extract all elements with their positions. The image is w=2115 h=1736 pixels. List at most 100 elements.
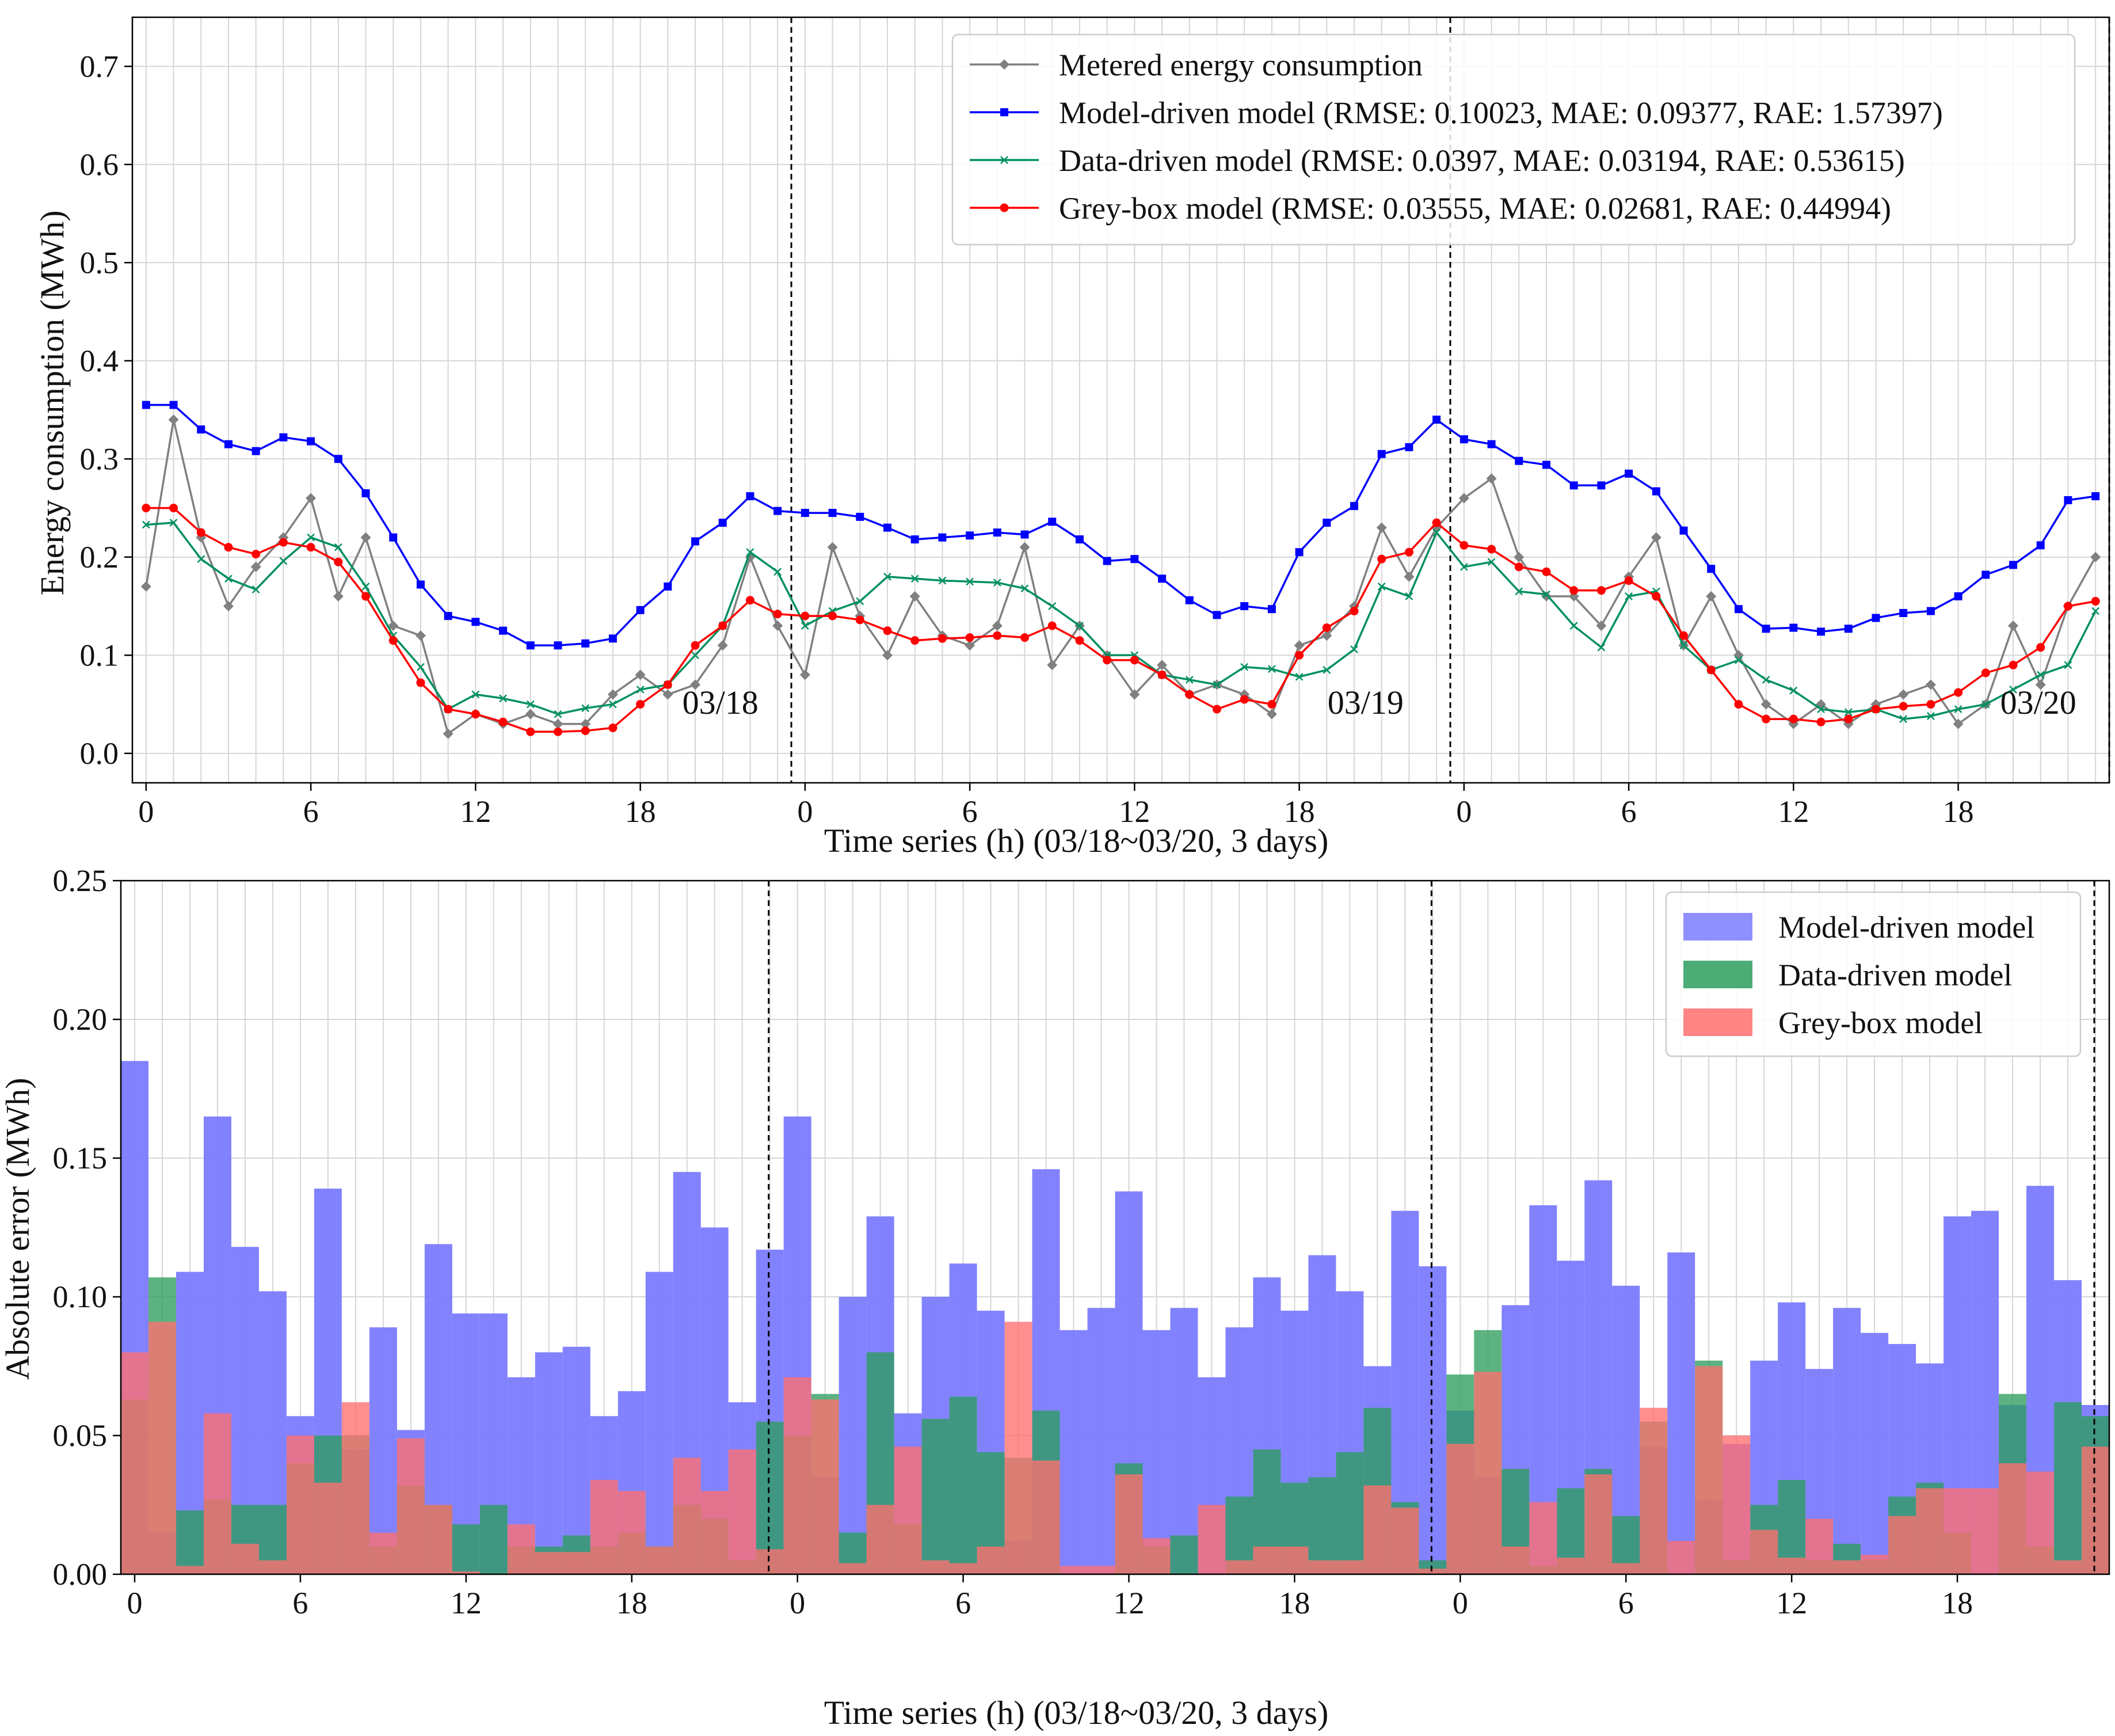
point-marker — [909, 591, 920, 602]
bar — [148, 1322, 176, 1574]
point-marker — [443, 728, 454, 739]
point-marker — [1295, 650, 1304, 660]
point-marker — [1185, 676, 1194, 684]
plot-frame — [120, 880, 2110, 1575]
point-marker — [910, 574, 919, 583]
y-tick-label: 0.10 — [53, 1280, 108, 1314]
point-marker — [1000, 203, 1009, 212]
point-marker — [1597, 481, 1606, 490]
point-marker — [526, 641, 535, 650]
point-marker — [526, 700, 535, 709]
x-tick-label: 18 — [1943, 794, 1974, 829]
point-marker — [471, 690, 480, 699]
point-marker — [662, 689, 673, 700]
point-marker — [1926, 700, 1935, 709]
point-marker — [2009, 686, 2017, 694]
point-marker — [1000, 108, 1008, 116]
point-marker — [607, 689, 618, 700]
bar — [645, 1546, 673, 1574]
x-tick-label: 6 — [303, 794, 319, 829]
point-marker — [2091, 492, 2100, 501]
point-marker — [1020, 633, 1030, 642]
series-line — [145, 419, 2097, 736]
y-tick-label: 0.4 — [80, 344, 119, 378]
bar — [341, 1402, 369, 1574]
point-marker — [1267, 700, 1276, 709]
point-marker — [1789, 623, 1798, 632]
point-marker — [334, 543, 342, 551]
x-tick-label: 18 — [1942, 1586, 1973, 1620]
point-marker — [856, 597, 864, 606]
point-marker — [1515, 587, 1523, 596]
bar — [1612, 1563, 1640, 1574]
point-marker — [1213, 611, 1221, 619]
point-marker — [2091, 597, 2100, 606]
point-marker — [1954, 592, 1962, 601]
y-tick-label: 0.6 — [80, 147, 119, 182]
point-marker — [745, 596, 754, 605]
point-marker — [1871, 705, 1880, 714]
bar — [1833, 1308, 1861, 1574]
y-tick-labels: 0.00 0.05 0.10 0.15 0.20 0.25 — [53, 863, 108, 1592]
point-marker — [966, 577, 974, 586]
x-tick-label: 6 — [1618, 1586, 1634, 1620]
bar-series-2 — [121, 1322, 2109, 1574]
bar — [1419, 1266, 1447, 1574]
point-marker — [938, 533, 947, 542]
point-marker — [142, 401, 150, 409]
point-marker — [224, 543, 233, 552]
bar — [369, 1532, 397, 1574]
bar — [921, 1419, 950, 1574]
point-marker — [1323, 666, 1331, 674]
point-marker — [1295, 548, 1304, 557]
point-marker — [1130, 656, 1139, 665]
point-marker — [992, 620, 1003, 631]
point-marker — [2036, 643, 2045, 652]
bar — [1170, 1535, 1198, 1574]
point-marker — [801, 622, 809, 630]
point-marker — [801, 509, 809, 517]
point-marker — [1596, 620, 1607, 631]
point-marker — [1625, 592, 1633, 600]
bar — [1502, 1546, 1530, 1574]
point-marker — [1048, 602, 1057, 610]
point-marker — [1652, 487, 1660, 496]
bar — [839, 1297, 867, 1574]
bar — [590, 1480, 618, 1574]
point-marker — [773, 610, 782, 619]
point-marker — [2035, 679, 2046, 690]
point-marker — [2063, 601, 2072, 611]
bar — [1336, 1452, 1364, 1574]
point-marker — [471, 710, 480, 719]
point-marker — [2036, 671, 2045, 679]
point-marker — [718, 519, 727, 527]
bar — [452, 1524, 480, 1574]
point-marker — [1953, 718, 1964, 729]
bar — [756, 1421, 784, 1574]
point-marker — [1762, 676, 1770, 684]
point-marker — [307, 533, 315, 542]
bar — [176, 1510, 204, 1574]
x-tick-label: 0 — [127, 1586, 142, 1620]
point-marker — [938, 634, 947, 643]
point-marker — [1514, 562, 1523, 572]
bar — [535, 1552, 563, 1574]
point-marker — [224, 440, 233, 448]
point-marker — [966, 531, 974, 540]
point-marker — [690, 679, 701, 690]
point-marker — [1075, 535, 1084, 544]
bar — [231, 1543, 259, 1574]
bar — [1308, 1477, 1336, 1574]
point-marker — [965, 633, 974, 642]
x-tick-label: 6 — [962, 794, 978, 829]
bar — [535, 1352, 563, 1574]
point-marker — [1762, 714, 1771, 724]
legend-box — [951, 33, 2076, 246]
point-marker — [883, 573, 891, 581]
bar — [1087, 1566, 1115, 1574]
point-marker — [1597, 643, 1606, 652]
bar — [452, 1571, 480, 1574]
bar — [1308, 1560, 1336, 1574]
point-marker — [417, 663, 425, 671]
point-marker — [1019, 542, 1030, 553]
